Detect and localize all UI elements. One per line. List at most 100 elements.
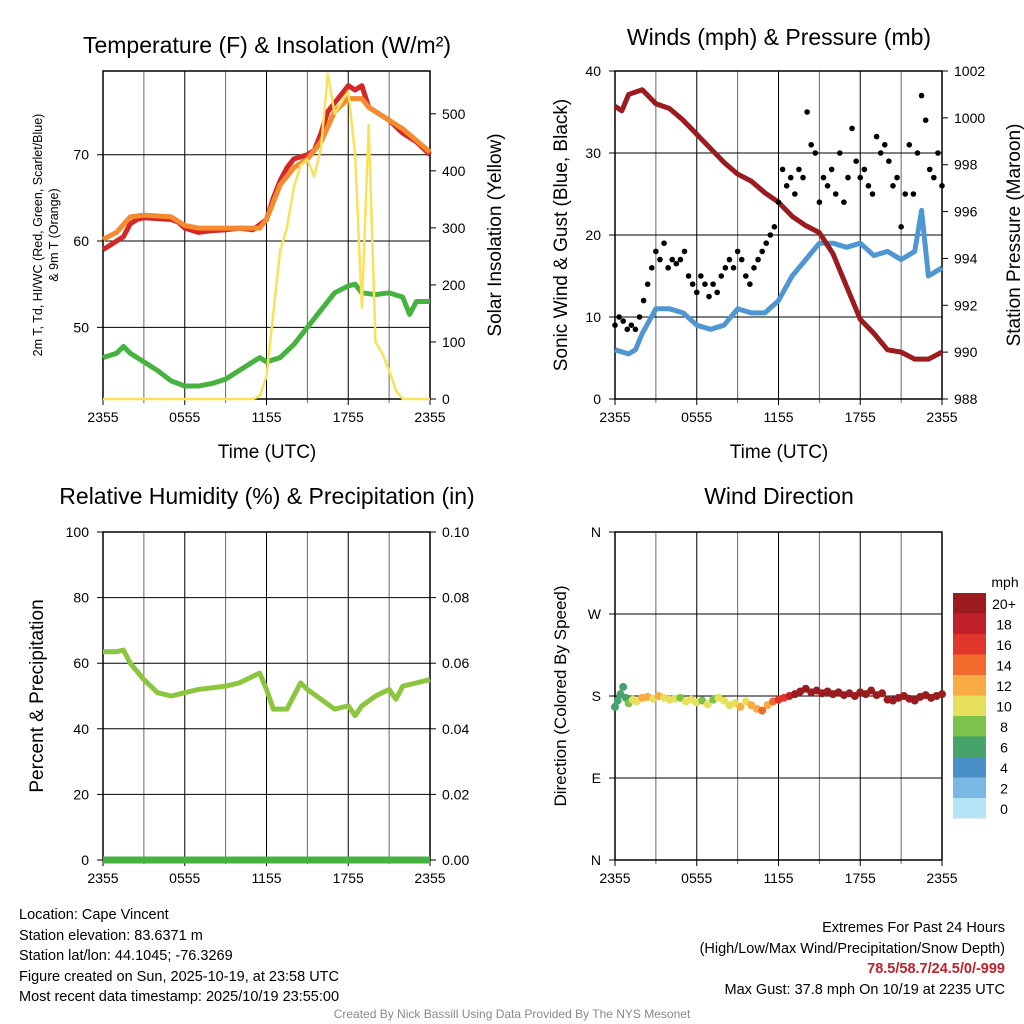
created-text: Figure created on Sun, 2025-10-19, at 23… <box>19 968 339 985</box>
gust-point <box>861 166 868 173</box>
speed-legend-swatch <box>953 675 986 696</box>
gust-point <box>734 248 741 255</box>
direction-point <box>758 706 767 715</box>
speed-legend-label: 8 <box>1000 719 1008 735</box>
elevation-text: Station elevation: 83.6371 m <box>19 927 203 944</box>
gust-point <box>710 281 716 288</box>
direction-point <box>867 686 876 695</box>
humidity-chart: 0 20 40 60 80 100 0.00 0.02 0.04 0.06 0.08 0.10 2355… <box>66 524 470 886</box>
gust-point <box>738 256 745 263</box>
gust-point <box>665 265 671 271</box>
humidity-x-tick-label: 1755 <box>333 870 364 886</box>
winds-chart-title: Winds (mph) & Pressure (mb) <box>627 24 931 50</box>
speed-legend-swatch <box>953 695 986 716</box>
speed-legend-label: 14 <box>996 658 1012 674</box>
speed-legend-swatch <box>953 757 986 778</box>
gust-point <box>832 191 839 197</box>
temperature-y2-tick-label: 300 <box>442 220 466 236</box>
speed-legend-label: 10 <box>996 699 1012 715</box>
gust-point <box>779 166 786 173</box>
speed-legend-label: 18 <box>996 617 1012 633</box>
temperature-y2-tick-label: 100 <box>442 334 466 350</box>
winds-y2-tick-label: 998 <box>954 157 978 173</box>
speed-legend-swatch <box>953 716 986 737</box>
temperature-chart-title: Temperature (F) & Insolation (W/m²) <box>83 32 451 58</box>
humidity-y-tick-label: 40 <box>73 721 89 737</box>
speed-legend-swatch <box>953 613 986 634</box>
humidity-x-tick-label: 2355 <box>87 870 118 886</box>
direction-y-tick-label: N <box>591 852 601 868</box>
latlon-text: Station lat/lon: 44.1045; -76.3269 <box>19 948 233 964</box>
gust-point <box>837 150 843 156</box>
temperature-series-dew-point <box>102 281 430 389</box>
direction-point <box>878 689 887 698</box>
gust-point <box>841 199 847 205</box>
max-gust-text: Max Gust: 37.8 mph On 10/19 at 2235 UTC <box>724 981 1005 998</box>
winds-y-tick-label: 40 <box>585 63 601 79</box>
credit-text: Created By Nick Bassill Using Data Provi… <box>333 1007 691 1021</box>
temperature-y-tick-label: 60 <box>73 233 89 249</box>
gust-point <box>702 281 708 288</box>
direction-point <box>611 702 619 711</box>
gust-point <box>673 260 680 267</box>
gust-point <box>910 191 917 197</box>
direction-point <box>703 700 712 709</box>
extremes-info: Extremes For Past 24 Hours (High/Low/Max… <box>700 918 1005 1000</box>
gust-point <box>628 322 635 329</box>
wind-direction-chart-title: Wind Direction <box>704 483 854 509</box>
gust-point <box>918 92 925 99</box>
temperature-y2-tick-label: 400 <box>442 163 466 179</box>
humidity-x-tick-label: 2355 <box>414 870 445 886</box>
extremes-title: Extremes For Past 24 Hours <box>822 920 1005 936</box>
pressure-y-axis-title: Station Pressure (Maroon) <box>1004 124 1024 347</box>
gust-point <box>763 240 770 246</box>
recent-data-text: Most recent data timestamp: 2025/10/19 2… <box>19 989 340 1005</box>
direction-point <box>613 696 622 705</box>
gust-point <box>812 150 819 156</box>
gust-point <box>689 281 696 288</box>
gust-point <box>881 142 888 148</box>
winds-y2-tick-label: 994 <box>954 250 978 266</box>
speed-legend-swatch <box>953 654 986 675</box>
temperature-y2-tick-label: 500 <box>442 106 466 122</box>
humidity-x-tick-label: 0555 <box>169 870 200 886</box>
gust-point <box>820 174 827 181</box>
humidity-y2-tick-label: 0.06 <box>442 655 469 671</box>
gust-point <box>706 293 712 300</box>
gust-point <box>857 174 864 181</box>
winds-x-tick-label: 0555 <box>681 409 712 425</box>
gust-point <box>616 314 622 320</box>
gust-point <box>824 183 831 189</box>
gust-point <box>767 232 774 238</box>
gust-point <box>771 224 778 230</box>
location-text: Location: Cape Vincent <box>19 907 169 923</box>
direction-point <box>938 690 946 699</box>
winds-chart: 0 10 20 30 40 988 990 992 994 996 998 1000 1002 2355 0… <box>585 63 985 425</box>
gust-point <box>800 174 806 181</box>
gust-point <box>714 289 720 296</box>
gust-point <box>886 158 892 164</box>
winds-x-tick-label: 1755 <box>845 409 876 425</box>
gust-point <box>624 326 631 333</box>
temperature-plot-frame <box>102 70 431 400</box>
winds-y2-tick-label: 988 <box>954 391 978 407</box>
gust-point <box>898 224 904 230</box>
direction-x-tick-label: 2355 <box>926 870 957 886</box>
direction-x-tick-label: 1755 <box>845 870 876 886</box>
speed-legend-label: 4 <box>1000 760 1008 776</box>
gust-point <box>751 265 757 271</box>
winds-x-tick-label: 1155 <box>763 409 793 425</box>
gust-point <box>653 248 659 255</box>
gust-point <box>681 248 688 255</box>
gust-point <box>657 256 663 263</box>
speed-legend-label: 2 <box>1000 781 1008 797</box>
direction-y-axis-title: Direction (Colored By Speed) <box>551 585 570 806</box>
winds-x-tick-label: 2355 <box>599 409 630 425</box>
temperature-y2-tick-label: 0 <box>442 391 450 407</box>
gust-point <box>873 133 880 140</box>
winds-y-tick-label: 0 <box>593 391 601 407</box>
speed-legend-label: 6 <box>1000 740 1008 756</box>
gust-point <box>661 240 667 246</box>
